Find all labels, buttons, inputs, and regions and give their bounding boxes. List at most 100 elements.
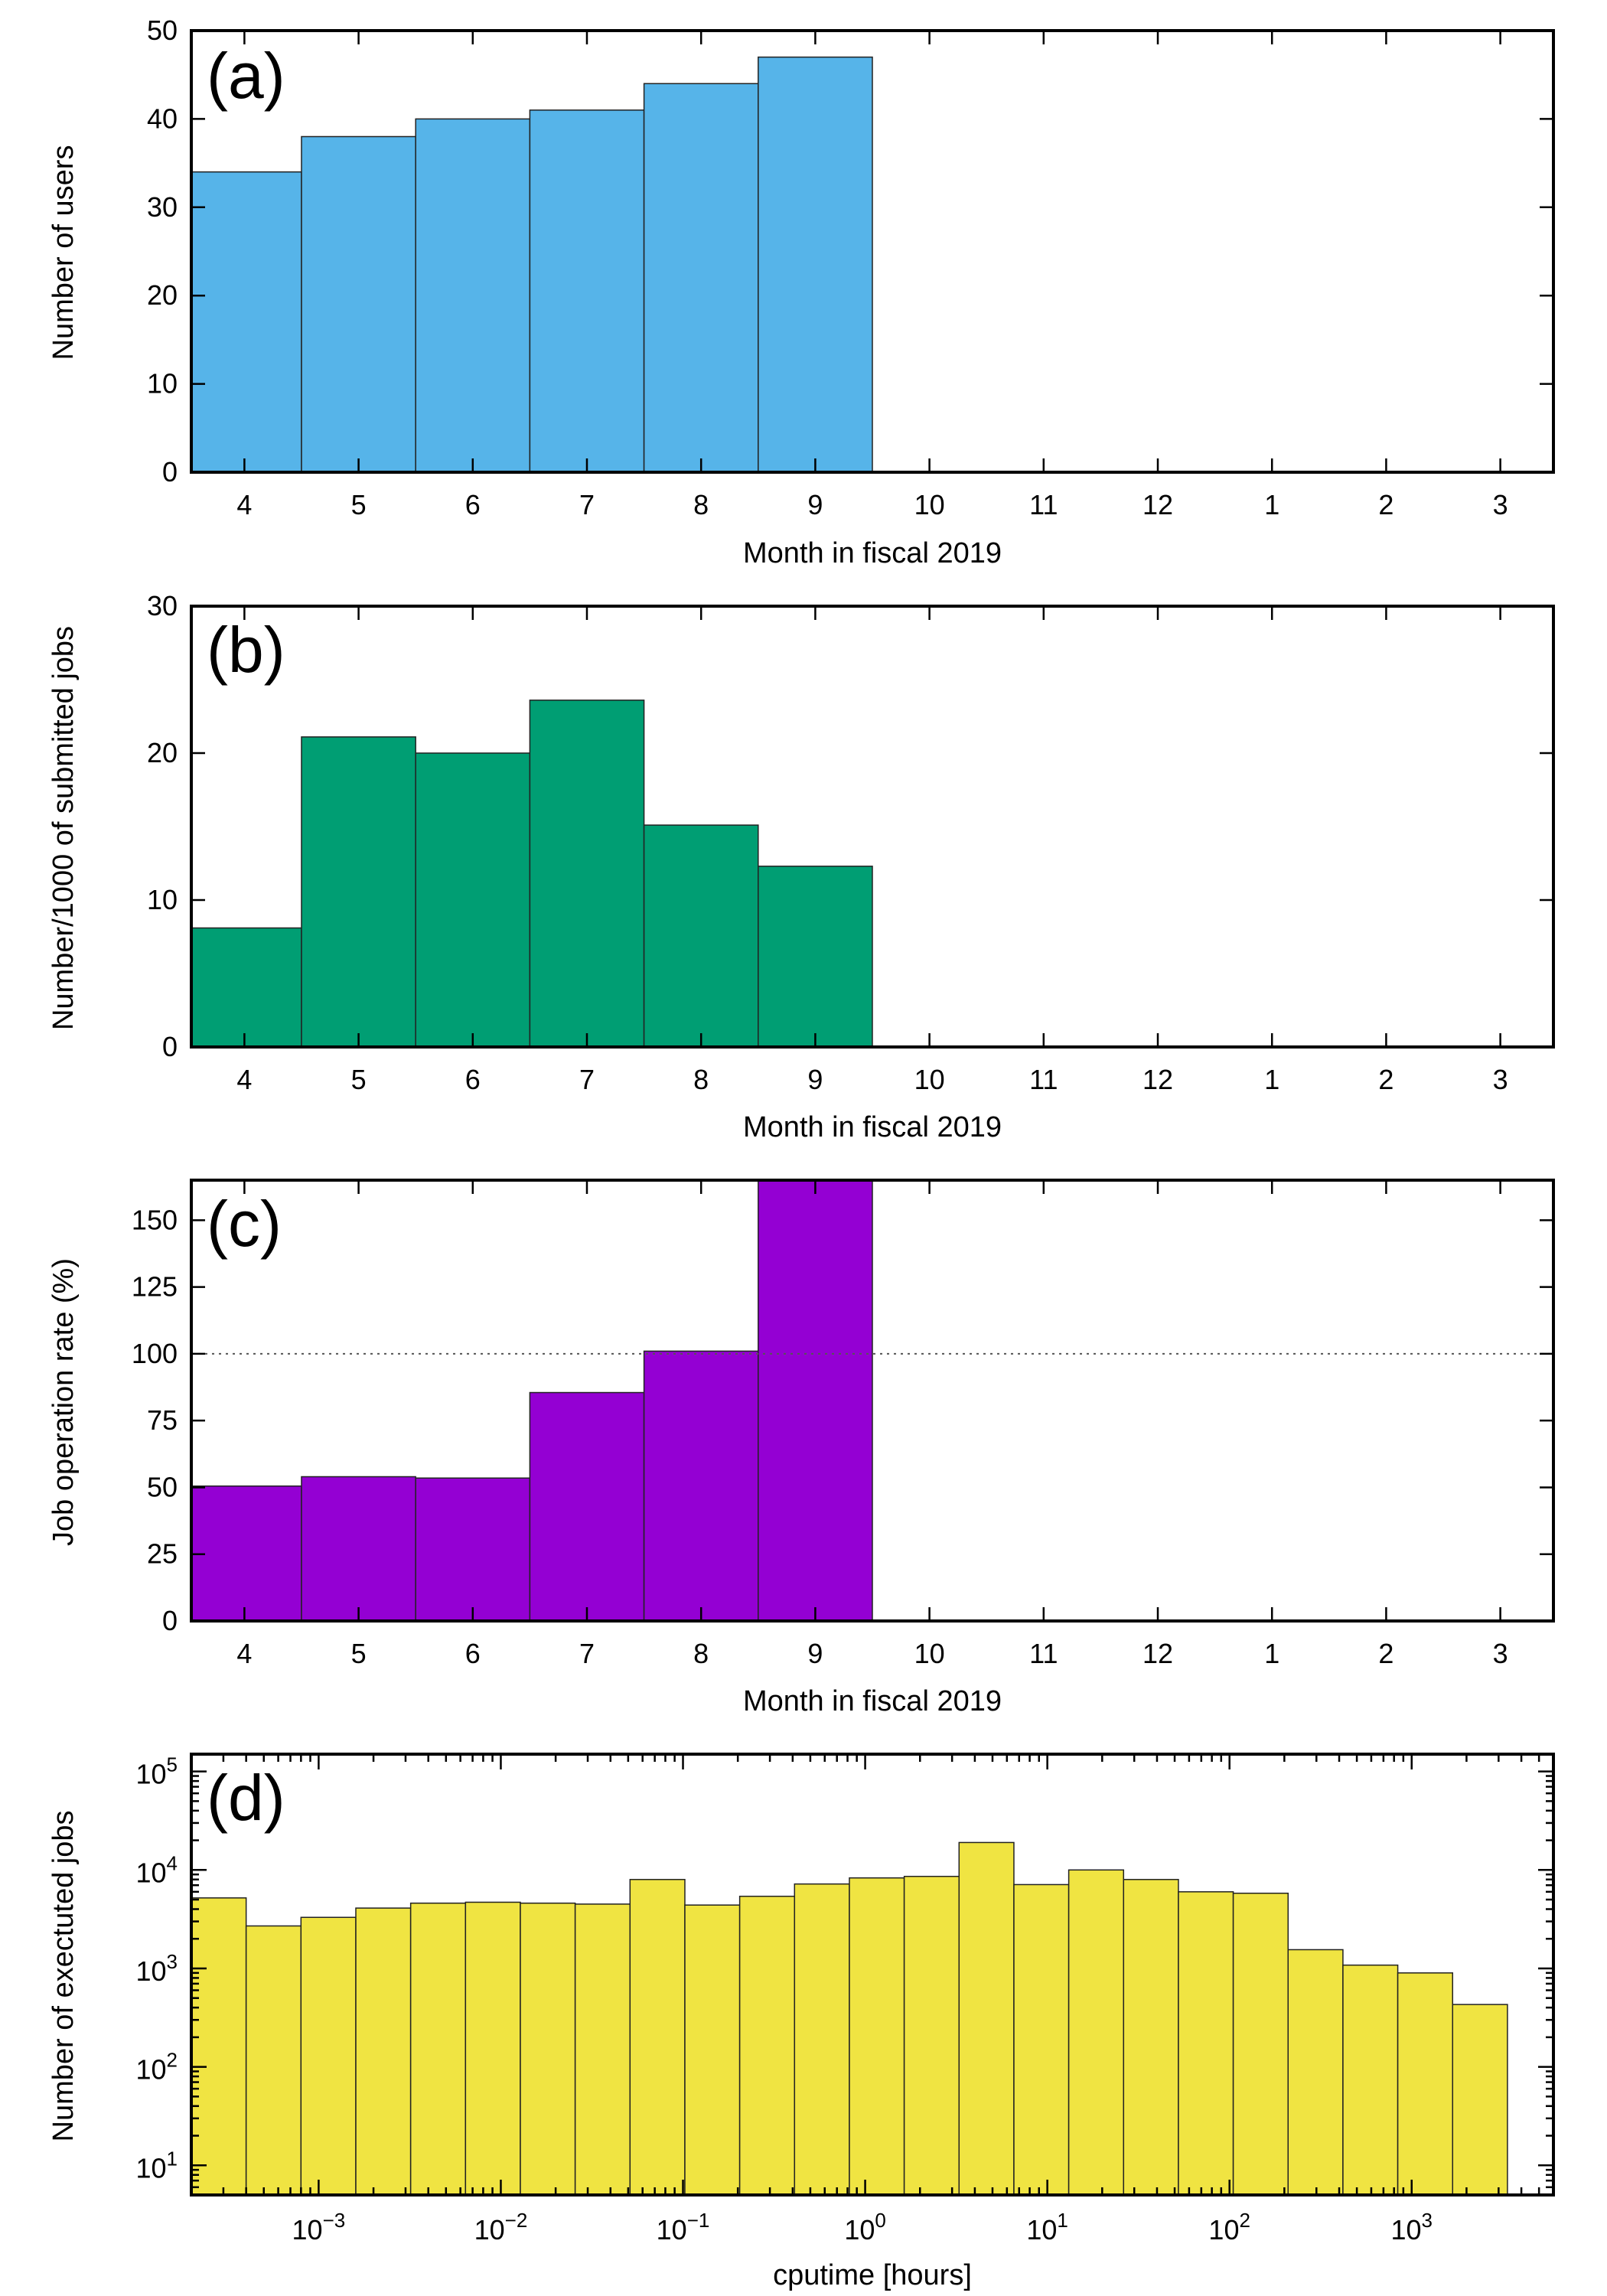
x-tick-label: 12	[1143, 1064, 1173, 1095]
y-tick-label: 125	[132, 1271, 178, 1303]
panel-label: (d)	[207, 1762, 285, 1834]
bar	[1178, 1891, 1234, 2196]
x-tick-label: 10	[914, 489, 945, 520]
y-tick-label: 150	[132, 1204, 178, 1235]
tick-label-exponent: 0	[875, 2209, 885, 2232]
x-tick-label: 2	[1378, 489, 1393, 520]
bar	[574, 1903, 631, 2196]
panel-label: (c)	[207, 1188, 282, 1260]
plot-frame	[190, 1753, 1555, 2197]
y-tick-label: 50	[147, 1471, 178, 1502]
y-axis-title: Number of users	[47, 145, 80, 360]
bar	[958, 1841, 1015, 2196]
bar	[415, 752, 531, 1048]
tick-label-base: 10	[474, 2214, 505, 2245]
y-tick-label: 75	[147, 1404, 178, 1436]
tick-label-exponent: 2	[1239, 2209, 1250, 2232]
tick-label-base: 10	[292, 2214, 323, 2245]
bar	[191, 171, 302, 473]
tick-label-base: 10	[1208, 2214, 1239, 2245]
bar	[643, 83, 759, 473]
y-tick-label: 10	[147, 368, 178, 400]
bar	[301, 1476, 416, 1622]
bar	[191, 1485, 302, 1622]
tick-label-base: 10	[135, 1759, 166, 1790]
y-tick-label: 30	[147, 191, 178, 223]
bar	[643, 824, 759, 1048]
x-tick-label: 9	[807, 1638, 823, 1669]
y-axis-title: Job operation rate (%)	[47, 1258, 80, 1546]
tick-label-base: 10	[1026, 2214, 1057, 2245]
bar	[758, 866, 873, 1048]
bar	[1397, 1972, 1454, 2196]
y-tick-label: 102	[135, 2049, 178, 2086]
bar	[1013, 1883, 1070, 2196]
x-tick-label: 1	[1264, 489, 1279, 520]
x-tick-label: 103	[1390, 2209, 1433, 2245]
tick-label-exponent: 3	[1422, 2209, 1433, 2232]
x-tick-label: 9	[807, 1064, 823, 1095]
bar	[643, 1350, 759, 1622]
x-tick-label: 8	[693, 489, 709, 520]
x-tick-label: 8	[693, 1638, 709, 1669]
y-tick-label: 0	[162, 1605, 178, 1636]
y-tick-label: 103	[135, 1950, 178, 1987]
tick-label-base: 10	[135, 2152, 166, 2183]
x-tick-label: 10−2	[474, 2209, 528, 2245]
x-tick-label: 1	[1264, 1638, 1279, 1669]
bar	[409, 1902, 467, 2196]
bar	[355, 1907, 412, 2196]
x-tick-label: 7	[579, 1638, 595, 1669]
bar	[415, 1477, 531, 1622]
bar	[758, 1179, 873, 1622]
x-tick-label: 5	[351, 1064, 367, 1095]
panel-label: (b)	[207, 614, 285, 686]
tick-label-base: 10	[1390, 2214, 1421, 2245]
y-tick-label: 104	[135, 1851, 178, 1888]
bar	[520, 1902, 576, 2196]
x-tick-label: 5	[351, 489, 367, 520]
x-tick-label: 8	[693, 1064, 709, 1095]
y-tick-label: 0	[162, 456, 178, 488]
bar	[301, 736, 416, 1048]
x-tick-label: 6	[465, 489, 481, 520]
tick-label-exponent: 3	[167, 1950, 178, 1973]
plot-frame	[190, 605, 1555, 1049]
tick-label-exponent: −3	[323, 2209, 346, 2232]
x-tick-label: 10−3	[292, 2209, 346, 2245]
x-tick-label: 7	[579, 1064, 595, 1095]
x-tick-label: 10	[914, 1064, 945, 1095]
bar	[903, 1875, 960, 2196]
y-tick-label: 101	[135, 2147, 178, 2183]
x-tick-label: 3	[1493, 1064, 1508, 1095]
y-tick-label: 50	[147, 15, 178, 46]
bar	[529, 1391, 645, 1622]
bar	[1452, 2004, 1508, 2196]
plot-frame	[190, 1179, 1555, 1623]
x-tick-label: 7	[579, 489, 595, 520]
panel-c-operation-rate: (c) Month in fiscal 2019 Job operation r…	[47, 1179, 1555, 1717]
bar	[301, 135, 416, 473]
tick-label-exponent: 1	[1057, 2209, 1068, 2232]
bar	[794, 1883, 850, 2196]
tick-label-exponent: 1	[167, 2147, 178, 2170]
tick-label-exponent: 5	[167, 1753, 178, 1776]
tick-label-exponent: −1	[687, 2209, 710, 2232]
bar	[1287, 1949, 1344, 2196]
bar	[684, 1904, 741, 2196]
x-tick-label: 1	[1264, 1064, 1279, 1095]
bar	[529, 700, 645, 1048]
x-tick-label: 3	[1493, 489, 1508, 520]
x-tick-label: 4	[236, 489, 252, 520]
x-tick-label: 6	[465, 1638, 481, 1669]
y-tick-label: 100	[132, 1338, 178, 1369]
panel-b-submitted-jobs: (b) Month in fiscal 2019 Number/1000 of …	[47, 590, 1555, 1143]
x-tick-label: 101	[1026, 2209, 1068, 2245]
bar	[415, 118, 531, 473]
bar	[738, 1895, 796, 2196]
bar	[629, 1879, 686, 2196]
y-tick-label: 40	[147, 103, 178, 134]
bar	[529, 109, 645, 473]
x-axis-title: cputime [hours]	[773, 2259, 972, 2291]
